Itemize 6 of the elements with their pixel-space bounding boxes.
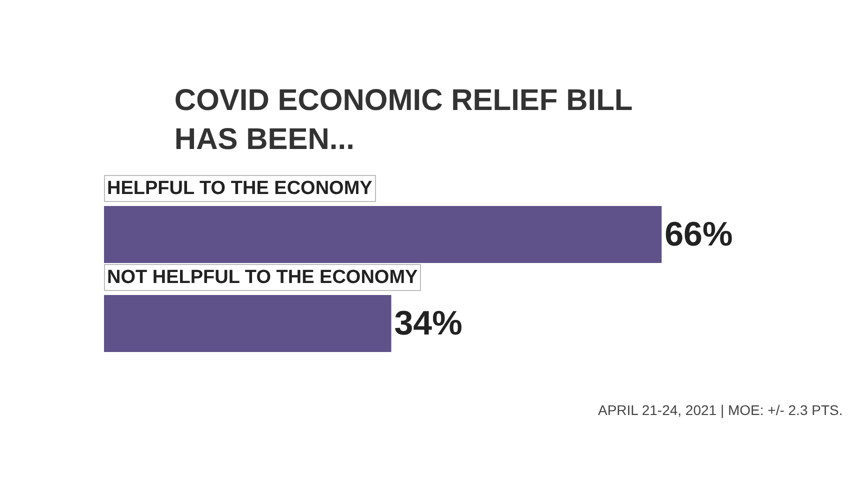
data-label: 66% xyxy=(664,216,733,254)
data-label: 34% xyxy=(394,304,462,342)
chart-title: COVID ECONOMIC RELIEF BILL HAS BEEN... xyxy=(174,84,633,156)
text: APRIL 21-24, 2021 | MOE: +/- 2.3 PTS. xyxy=(598,402,843,418)
y-tick-label: NOT HELPFUL TO THE ECONOMY xyxy=(107,267,418,288)
y-tick-label: HELPFUL TO THE ECONOMY xyxy=(107,178,373,199)
